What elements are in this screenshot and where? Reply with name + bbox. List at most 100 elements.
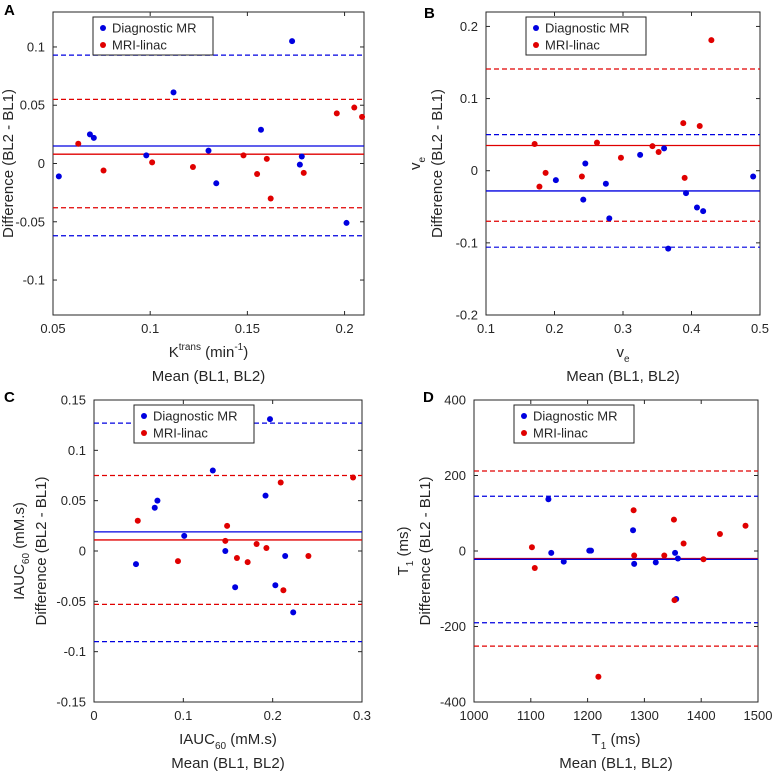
y-tick-label: 0.05 xyxy=(61,493,86,508)
legend-label-linac: MRI-linac xyxy=(545,38,600,53)
data-point-diagnostic xyxy=(132,561,139,568)
y-tick-label: 0.1 xyxy=(68,443,86,458)
legend-box xyxy=(133,404,255,444)
data-point-diagnostic xyxy=(700,208,707,215)
data-point-diagnostic xyxy=(548,549,555,556)
data-point-linac xyxy=(280,587,287,594)
x-tick-label: 0.05 xyxy=(40,321,65,336)
x-tick-label: 0.2 xyxy=(264,708,282,723)
data-point-linac xyxy=(277,479,284,486)
axes-box xyxy=(52,11,365,316)
data-point-linac xyxy=(189,163,196,170)
legend-label-linac: MRI-linac xyxy=(533,426,588,441)
panel-letter: D xyxy=(423,389,434,406)
legend-label-diagnostic: Diagnostic MR xyxy=(153,409,238,424)
legend-label-diagnostic: Diagnostic MR xyxy=(112,21,197,36)
y-tick-label: -200 xyxy=(440,619,466,634)
data-point-diagnostic xyxy=(683,190,690,197)
data-point-linac xyxy=(100,167,107,174)
legend-label-linac: MRI-linac xyxy=(153,426,208,441)
y-tick-label: -0.1 xyxy=(64,644,86,659)
data-point-linac xyxy=(630,507,637,514)
legend-box xyxy=(513,404,635,444)
x-axis-label: T1 (ms) xyxy=(592,731,641,752)
legend: Diagnostic MR MRI-linac xyxy=(133,404,255,444)
data-point-linac xyxy=(300,169,307,176)
legend-label-linac: MRI-linac xyxy=(112,38,167,53)
x-axis-label-suffix: (ms) xyxy=(606,731,640,748)
data-point-linac xyxy=(267,195,274,202)
panel-c: C 0 0.1 0.2 0.3 -0.15 -0.1 -0.05 0 0.05 0.1 0.15 Dia… xyxy=(4,389,371,772)
data-point-diagnostic xyxy=(232,584,239,591)
x-tick-label: 0.1 xyxy=(477,321,495,336)
data-point-linac xyxy=(670,516,677,523)
data-point-linac xyxy=(700,556,707,563)
x-tick-label: 1000 xyxy=(460,708,489,723)
data-point-diagnostic xyxy=(693,204,700,211)
y-axis-var-label-suffix: (ms) xyxy=(395,527,412,561)
data-point-linac xyxy=(680,540,687,547)
x-tick-label: 1100 xyxy=(517,708,545,723)
legend: Diagnostic MR MRI-linac xyxy=(525,16,647,56)
x-axis-sublabel: Mean (BL1, BL2) xyxy=(566,368,679,385)
x-axis-sublabel: Mean (BL1, BL2) xyxy=(171,755,284,772)
panel-letter: B xyxy=(424,5,435,22)
data-point-linac xyxy=(75,140,82,147)
legend: Diagnostic MR MRI-linac xyxy=(513,404,635,444)
data-point-diagnostic xyxy=(205,147,212,154)
data-point-diagnostic xyxy=(290,609,297,616)
x-tick-label: 1400 xyxy=(687,708,716,723)
data-point-linac xyxy=(359,113,366,120)
data-point-diagnostic xyxy=(560,558,567,565)
data-point-diagnostic xyxy=(630,527,637,534)
data-point-linac xyxy=(240,152,247,159)
axes-box xyxy=(473,399,759,703)
data-point-linac xyxy=(350,474,357,481)
y-tick-label: 0.1 xyxy=(27,39,45,54)
panel-a: A 0.05 0.1 0.15 0.2 -0.1 -0.05 0 0.05 0.1 Diagnost… xyxy=(0,2,366,385)
data-point-linac xyxy=(263,155,270,162)
x-tick-label: 1300 xyxy=(630,708,659,723)
data-point-diagnostic xyxy=(86,131,93,138)
y-tick-label: 0.15 xyxy=(61,393,86,408)
x-axis-label-sup: trans xyxy=(179,342,201,353)
y-tick-label: -400 xyxy=(440,695,466,710)
x-axis-label-base: T xyxy=(592,731,601,748)
y-axis-label: Difference (BL2 - BL1) xyxy=(417,477,434,626)
data-point-diagnostic xyxy=(588,547,595,554)
legend-marker-diagnostic xyxy=(100,25,106,31)
x-axis-label: ve xyxy=(616,344,630,365)
data-point-diagnostic xyxy=(637,151,644,158)
data-point-diagnostic xyxy=(289,38,296,45)
legend-marker-linac xyxy=(533,42,539,48)
panel-d: D 1000 1100 1200 1300 1400 1500 -400 -200 0 200 400… xyxy=(395,389,772,772)
legend-marker-linac xyxy=(521,430,527,436)
y-tick-label: 0 xyxy=(459,544,466,559)
y-tick-label: -0.15 xyxy=(56,695,86,710)
data-point-linac xyxy=(224,522,231,529)
data-point-linac xyxy=(174,558,181,565)
y-axis-label: Difference (BL2 - BL1) xyxy=(429,89,446,238)
legend-marker-diagnostic xyxy=(521,413,527,419)
y-tick-label: -0.1 xyxy=(23,273,45,288)
data-point-diagnostic xyxy=(272,582,279,589)
panel-letter: A xyxy=(4,2,15,19)
x-tick-label: 0.5 xyxy=(751,321,769,336)
x-axis-label-suffix: (min xyxy=(201,344,234,361)
data-point-diagnostic xyxy=(262,492,269,499)
data-point-diagnostic xyxy=(545,496,552,503)
x-axis-label: Ktrans (min-1) xyxy=(169,342,249,361)
data-point-linac xyxy=(681,174,688,181)
data-point-linac xyxy=(593,139,600,146)
data-point-diagnostic xyxy=(154,497,161,504)
data-point-diagnostic xyxy=(750,173,757,180)
data-point-diagnostic xyxy=(298,153,305,160)
data-point-linac xyxy=(578,173,585,180)
data-point-linac xyxy=(531,564,538,571)
data-point-diagnostic xyxy=(631,560,638,567)
x-axis-sublabel: Mean (BL1, BL2) xyxy=(559,755,672,772)
y-tick-label: 400 xyxy=(444,393,466,408)
data-point-linac xyxy=(531,141,538,148)
data-point-linac xyxy=(305,553,312,560)
x-axis-label-end: ) xyxy=(243,344,248,361)
